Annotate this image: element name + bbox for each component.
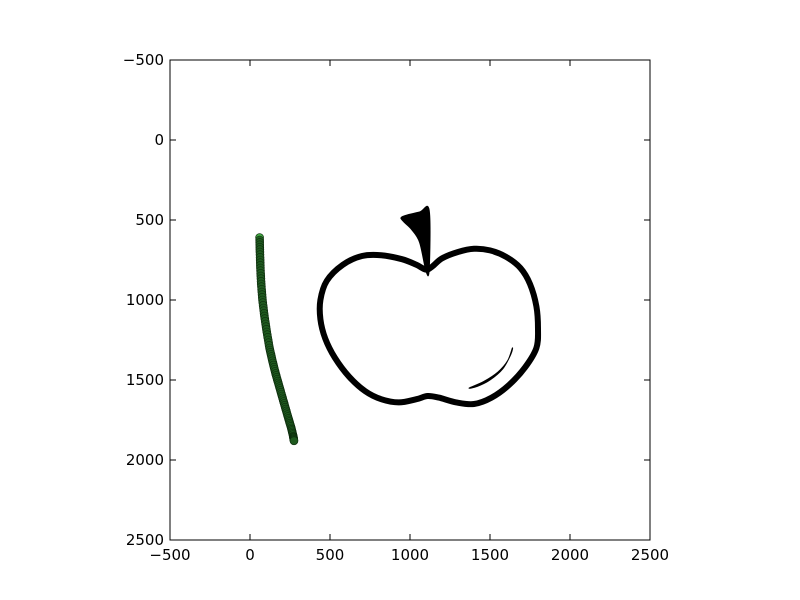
x-tick-label: −500 — [149, 546, 190, 564]
series-0 — [255, 233, 299, 446]
y-tick-label: 500 — [135, 211, 164, 229]
plot-background — [170, 60, 650, 540]
y-tick-label: 1000 — [126, 291, 164, 309]
y-tick-label: 2000 — [126, 451, 164, 469]
data-point — [289, 436, 299, 446]
image-layer — [316, 205, 542, 408]
y-axis: −500 0 500 1000 1500 2000 2500 — [123, 51, 650, 549]
apple-outline — [316, 245, 542, 408]
x-tick-label: 0 — [245, 546, 255, 564]
y-tick-label: 2500 — [126, 531, 164, 549]
y-tick-label: 0 — [154, 131, 164, 149]
x-axis: −500 0 500 1000 1500 2000 2500 — [149, 60, 669, 564]
plot-area — [169, 59, 651, 541]
x-tick-label: 500 — [316, 546, 345, 564]
apple-highlight — [468, 347, 514, 389]
x-tick-label: 2500 — [631, 546, 669, 564]
x-tick-label: 1500 — [471, 546, 509, 564]
x-tick-label: 2000 — [551, 546, 589, 564]
series-layer — [255, 233, 299, 446]
apple-stem — [400, 205, 431, 277]
y-tick-label: −500 — [123, 51, 164, 69]
y-tick-label: 1500 — [126, 371, 164, 389]
x-tick-label: 1000 — [391, 546, 429, 564]
